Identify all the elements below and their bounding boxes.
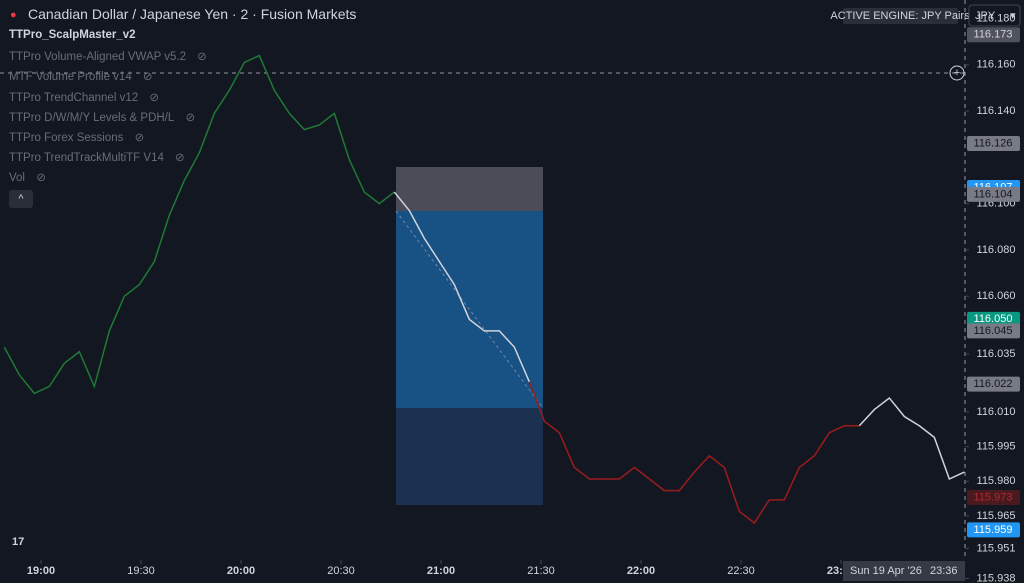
indicator-label[interactable]: TTPro Forex Sessions ⊘: [9, 132, 145, 144]
indicator-label[interactable]: TTPro_ScalpMaster_v2: [9, 29, 136, 41]
indicator-label[interactable]: MTF Volume Profile v14 ⊘: [9, 71, 153, 84]
indicator-label[interactable]: TTPro D/W/M/Y Levels & PDH/L ⊘: [9, 111, 196, 124]
price-line: [3, 54, 395, 395]
risk-zone: [396, 167, 543, 211]
price-badge-label: 116.173: [974, 29, 1013, 41]
y-tick-label: 115.938: [977, 572, 1016, 583]
y-tick-label: 116.010: [977, 406, 1016, 418]
visibility-icon[interactable]: ⊘: [131, 132, 145, 144]
cursor-time: 23:36: [930, 565, 958, 577]
price-badge: [967, 135, 1020, 151]
y-tick-label: 115.965: [977, 510, 1016, 522]
cursor-time-badge: [843, 561, 965, 581]
y-tick-label: 116.180: [977, 12, 1016, 24]
x-tick-label: 20:00: [227, 565, 255, 577]
collapse-icon[interactable]: ^: [18, 193, 24, 205]
cursor-date: Sun 19 Apr '26: [850, 565, 922, 577]
price-badge: [967, 376, 1020, 392]
price-line: [528, 381, 860, 525]
currency-select[interactable]: [968, 4, 1021, 27]
price-line: [858, 396, 965, 481]
indicator-label[interactable]: TTPro Volume-Aligned VWAP v5.2 ⊘: [9, 51, 207, 64]
brand-logo: 17: [12, 536, 24, 548]
price-badge: [967, 27, 1020, 43]
price-line: [393, 191, 531, 383]
visibility-icon[interactable]: ⊘: [146, 91, 159, 104]
y-tick-label: 116.140: [977, 105, 1016, 117]
y-tick-label: 116.060: [977, 290, 1016, 302]
x-tick-label: 19:30: [127, 565, 155, 577]
x-tick-label: 21:30: [527, 565, 555, 577]
price-badge-label: 116.022: [974, 378, 1013, 390]
y-tick-label: 116.160: [977, 59, 1016, 71]
visibility-icon[interactable]: ⊘: [139, 71, 153, 84]
dropdown-arrow[interactable]: ▾: [1010, 10, 1016, 22]
price-badge-label: 116.050: [974, 313, 1013, 325]
target-zone: [396, 408, 543, 505]
x-tick-label: 20:30: [327, 565, 355, 577]
indicator-label[interactable]: Vol ⊘: [9, 172, 46, 185]
x-tick-label: 22:30: [727, 565, 755, 577]
trade-line: [395, 210, 544, 409]
y-tick-label: 115.995: [977, 441, 1016, 453]
visibility-icon[interactable]: ⊘: [182, 111, 196, 124]
price-badge-label: 115.959: [974, 524, 1013, 536]
currency-label[interactable]: JPY: [975, 10, 996, 22]
x-tick-label: 21:00: [427, 565, 455, 577]
x-tick-label: 19:00: [27, 565, 55, 577]
y-tick-label: 116.035: [977, 348, 1016, 360]
symbol-title: Canadian Dollar / Japanese Yen · 2 · Fus…: [28, 6, 357, 22]
price-badge: [967, 186, 1020, 202]
price-badge-label: 115.973: [974, 491, 1013, 503]
visibility-icon[interactable]: ⊘: [33, 172, 46, 185]
price-badge-label: 116.104: [974, 188, 1013, 200]
price-badge: [967, 323, 1020, 339]
price-badge-label: 116.045: [974, 325, 1013, 337]
visibility-icon[interactable]: ⊘: [171, 152, 185, 165]
visibility-icon[interactable]: ⊘: [194, 51, 207, 64]
logo: ●: [10, 9, 17, 21]
y-tick-label: 115.951: [977, 542, 1016, 554]
price-badge-label: 116.126: [974, 137, 1013, 149]
x-tick-label: 22:00: [627, 565, 655, 577]
y-tick-label: 116.080: [977, 244, 1016, 256]
add-button[interactable]: [949, 65, 965, 81]
price-badge: [967, 522, 1020, 538]
engine-label: ACTIVE ENGINE: JPY Pairs: [830, 10, 970, 22]
engine-badge: [843, 8, 958, 24]
add-icon[interactable]: +: [954, 67, 960, 79]
collapse-button[interactable]: [9, 190, 33, 208]
indicator-label[interactable]: TTPro TrendChannel v12 ⊘: [9, 91, 159, 104]
price-badge: [967, 490, 1020, 506]
y-tick-label: 115.980: [977, 475, 1016, 487]
indicator-label[interactable]: TTPro TrendTrackMultiTF V14 ⊘: [9, 152, 185, 165]
